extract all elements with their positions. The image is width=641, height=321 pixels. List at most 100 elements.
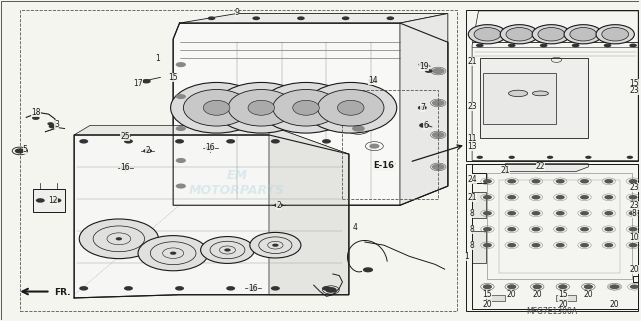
Text: 17: 17 <box>133 79 143 88</box>
Circle shape <box>419 123 429 128</box>
Text: E-16: E-16 <box>374 161 394 170</box>
Text: 5: 5 <box>22 145 28 154</box>
Circle shape <box>176 94 186 99</box>
Bar <box>486 295 505 301</box>
Circle shape <box>604 243 613 247</box>
Text: 16: 16 <box>205 143 215 152</box>
Circle shape <box>432 132 445 138</box>
Circle shape <box>532 25 570 44</box>
Circle shape <box>432 68 445 74</box>
Text: 8: 8 <box>470 225 474 234</box>
Circle shape <box>79 219 158 259</box>
Circle shape <box>572 44 579 48</box>
Circle shape <box>250 232 301 258</box>
Circle shape <box>627 156 633 159</box>
Circle shape <box>483 284 492 289</box>
Circle shape <box>556 211 565 215</box>
Circle shape <box>540 44 547 48</box>
Text: 20: 20 <box>483 300 492 309</box>
Circle shape <box>322 286 331 291</box>
Circle shape <box>564 25 603 44</box>
Ellipse shape <box>228 90 294 126</box>
Circle shape <box>604 195 613 199</box>
Text: 23: 23 <box>629 86 639 95</box>
Ellipse shape <box>215 82 307 133</box>
Text: 23: 23 <box>467 102 477 111</box>
Circle shape <box>500 25 538 44</box>
Circle shape <box>369 78 378 83</box>
Polygon shape <box>179 13 448 23</box>
Circle shape <box>476 156 483 159</box>
Circle shape <box>507 227 516 231</box>
Text: 23: 23 <box>629 183 639 192</box>
Circle shape <box>124 286 133 291</box>
Ellipse shape <box>293 100 319 115</box>
Circle shape <box>176 62 186 67</box>
Circle shape <box>507 284 516 289</box>
Circle shape <box>138 236 208 271</box>
Text: 16: 16 <box>248 284 258 293</box>
Ellipse shape <box>171 82 263 133</box>
Ellipse shape <box>304 82 397 133</box>
Circle shape <box>533 284 542 289</box>
Circle shape <box>483 284 492 289</box>
Text: 16: 16 <box>121 163 130 172</box>
Circle shape <box>79 139 88 143</box>
Text: 12: 12 <box>48 196 58 205</box>
Text: 20: 20 <box>507 290 517 299</box>
Bar <box>472 193 486 218</box>
Circle shape <box>585 156 592 159</box>
Circle shape <box>531 195 540 199</box>
Circle shape <box>387 16 394 20</box>
Circle shape <box>476 44 483 48</box>
Circle shape <box>602 28 629 41</box>
Circle shape <box>611 284 620 289</box>
Ellipse shape <box>203 100 230 115</box>
Bar <box>483 73 556 124</box>
Text: 13: 13 <box>467 142 477 151</box>
Text: 2: 2 <box>276 201 281 210</box>
Circle shape <box>425 69 433 73</box>
Circle shape <box>79 286 88 291</box>
Circle shape <box>272 244 279 247</box>
Circle shape <box>363 267 373 272</box>
Circle shape <box>507 179 516 184</box>
Circle shape <box>508 156 515 159</box>
Text: 21: 21 <box>467 193 477 202</box>
Text: 14: 14 <box>369 76 378 85</box>
Circle shape <box>531 179 540 184</box>
Bar <box>466 10 638 160</box>
Text: 18: 18 <box>31 108 40 117</box>
Circle shape <box>629 195 638 199</box>
Circle shape <box>580 227 589 231</box>
Text: 1: 1 <box>155 54 160 63</box>
Polygon shape <box>74 135 349 298</box>
Circle shape <box>115 237 122 240</box>
Polygon shape <box>472 164 638 309</box>
Bar <box>33 189 65 212</box>
Circle shape <box>249 286 258 291</box>
Ellipse shape <box>317 90 384 126</box>
Circle shape <box>49 124 58 128</box>
Circle shape <box>483 243 492 247</box>
Text: 19: 19 <box>419 62 429 71</box>
Text: 3: 3 <box>54 120 60 129</box>
Circle shape <box>176 158 186 163</box>
Circle shape <box>580 211 589 215</box>
Text: 24: 24 <box>467 175 477 184</box>
Circle shape <box>507 211 516 215</box>
Circle shape <box>580 243 589 247</box>
Circle shape <box>208 16 215 20</box>
Circle shape <box>531 211 540 215</box>
Circle shape <box>483 227 492 231</box>
Circle shape <box>322 139 331 143</box>
Text: 15: 15 <box>558 290 568 299</box>
Bar <box>472 231 486 263</box>
Circle shape <box>483 195 492 199</box>
Bar <box>556 295 576 301</box>
Text: 11: 11 <box>467 134 477 143</box>
Ellipse shape <box>248 100 274 115</box>
Circle shape <box>175 286 184 291</box>
Circle shape <box>584 284 593 289</box>
Circle shape <box>201 237 254 264</box>
